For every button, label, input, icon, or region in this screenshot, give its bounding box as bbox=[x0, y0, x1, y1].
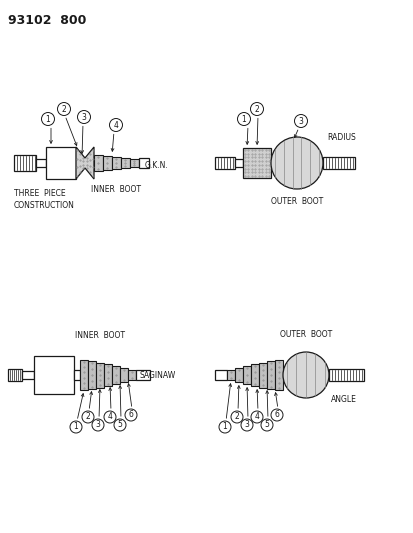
Circle shape bbox=[109, 118, 122, 132]
Bar bbox=[214, 157, 235, 169]
Circle shape bbox=[271, 409, 282, 421]
Bar bbox=[46, 147, 76, 179]
Text: 5: 5 bbox=[264, 421, 269, 430]
Text: 6: 6 bbox=[274, 410, 279, 419]
Bar bbox=[242, 148, 271, 178]
Text: 3: 3 bbox=[244, 421, 249, 430]
Bar bbox=[259, 363, 266, 388]
Bar bbox=[274, 360, 282, 390]
Circle shape bbox=[240, 419, 252, 431]
Bar bbox=[112, 157, 121, 169]
Circle shape bbox=[57, 102, 70, 116]
Bar bbox=[22, 371, 34, 379]
Circle shape bbox=[70, 421, 82, 433]
Text: SAGINAW: SAGINAW bbox=[140, 372, 176, 381]
Bar bbox=[214, 370, 226, 380]
Circle shape bbox=[125, 409, 137, 421]
Bar bbox=[8, 369, 22, 381]
Text: 6: 6 bbox=[128, 410, 133, 419]
Text: 1: 1 bbox=[74, 423, 78, 432]
Text: 1: 1 bbox=[222, 423, 227, 432]
Circle shape bbox=[92, 419, 104, 431]
Text: 4: 4 bbox=[107, 413, 112, 422]
Bar bbox=[14, 155, 36, 171]
Bar bbox=[112, 366, 120, 384]
Circle shape bbox=[230, 411, 242, 423]
Bar bbox=[121, 158, 130, 168]
Circle shape bbox=[104, 411, 116, 423]
Bar bbox=[104, 364, 112, 386]
Text: OUTER  BOOT: OUTER BOOT bbox=[279, 330, 331, 339]
Text: 3: 3 bbox=[81, 112, 86, 122]
Text: 3: 3 bbox=[95, 421, 100, 430]
Bar bbox=[328, 369, 363, 381]
Circle shape bbox=[250, 102, 263, 116]
Bar bbox=[36, 159, 46, 167]
Bar bbox=[96, 363, 104, 388]
Text: 1: 1 bbox=[45, 115, 50, 124]
Text: G.K.N.: G.K.N. bbox=[145, 160, 169, 169]
Bar bbox=[103, 156, 112, 170]
Bar bbox=[34, 356, 74, 394]
Text: 4: 4 bbox=[254, 413, 259, 422]
Text: 2: 2 bbox=[254, 104, 259, 114]
Bar bbox=[322, 157, 354, 169]
Text: 2: 2 bbox=[62, 104, 66, 114]
Circle shape bbox=[41, 112, 55, 125]
Text: ANGLE: ANGLE bbox=[330, 395, 356, 404]
Text: 2: 2 bbox=[234, 413, 239, 422]
Bar bbox=[235, 159, 242, 167]
Bar bbox=[139, 158, 149, 168]
Text: 1: 1 bbox=[241, 115, 246, 124]
Bar bbox=[74, 370, 80, 380]
Text: 4: 4 bbox=[113, 120, 118, 130]
Text: 2: 2 bbox=[85, 413, 90, 422]
Circle shape bbox=[114, 419, 126, 431]
Circle shape bbox=[260, 419, 272, 431]
Bar bbox=[120, 368, 128, 382]
Circle shape bbox=[82, 411, 94, 423]
Bar bbox=[235, 368, 242, 382]
Bar bbox=[250, 364, 259, 386]
Bar bbox=[80, 360, 88, 390]
Circle shape bbox=[218, 421, 230, 433]
Bar bbox=[130, 159, 139, 167]
Bar bbox=[128, 370, 136, 380]
Circle shape bbox=[77, 110, 90, 124]
Text: 5: 5 bbox=[117, 421, 122, 430]
Circle shape bbox=[294, 115, 307, 127]
Text: 93102  800: 93102 800 bbox=[8, 14, 86, 27]
Text: THREE  PIECE
CONSTRUCTION: THREE PIECE CONSTRUCTION bbox=[14, 189, 75, 210]
Circle shape bbox=[250, 411, 262, 423]
Ellipse shape bbox=[282, 352, 328, 398]
Text: OUTER  BOOT: OUTER BOOT bbox=[270, 197, 322, 206]
Ellipse shape bbox=[271, 137, 322, 189]
Text: 3: 3 bbox=[298, 117, 303, 125]
Bar bbox=[226, 370, 235, 380]
Polygon shape bbox=[76, 147, 94, 179]
Circle shape bbox=[237, 112, 250, 125]
Text: RADIUS: RADIUS bbox=[326, 133, 355, 141]
Bar bbox=[242, 366, 250, 384]
Bar bbox=[94, 155, 103, 171]
Text: INNER  BOOT: INNER BOOT bbox=[91, 185, 141, 194]
Bar bbox=[88, 361, 96, 389]
Text: INNER  BOOT: INNER BOOT bbox=[75, 331, 125, 340]
Bar bbox=[266, 361, 274, 389]
Bar bbox=[136, 370, 150, 380]
